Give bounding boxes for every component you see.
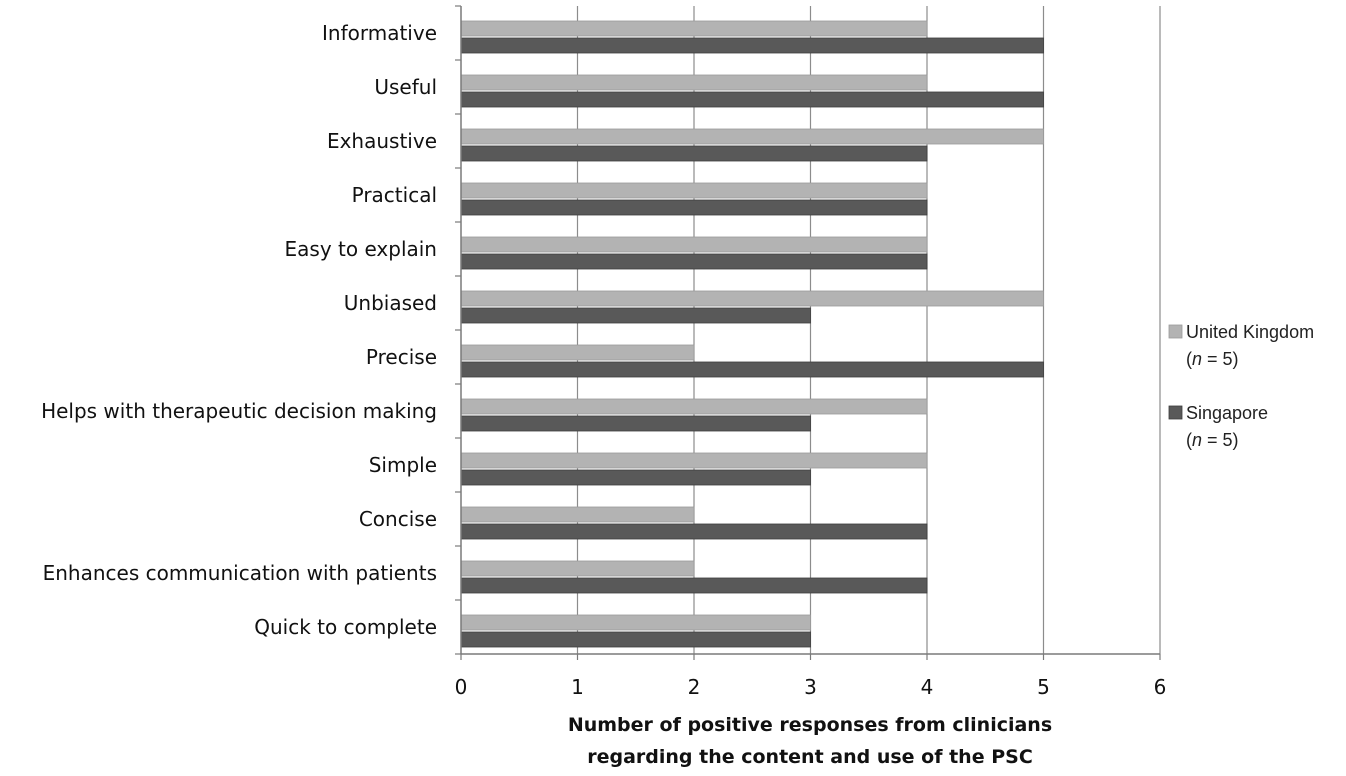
bars-layer bbox=[460, 20, 1044, 648]
bar-uk-11 bbox=[460, 560, 695, 577]
category-label: Easy to explain bbox=[285, 237, 437, 261]
bar-uk-8 bbox=[460, 398, 928, 415]
category-label: Practical bbox=[352, 183, 437, 207]
category-label: Helps with therapeutic decision making bbox=[41, 399, 437, 423]
category-label: Simple bbox=[369, 453, 437, 477]
x-tick-label: 4 bbox=[921, 675, 934, 699]
category-labels: Informative Useful Exhaustive Practical Easy… bbox=[41, 21, 437, 639]
bar-uk-2 bbox=[460, 74, 928, 91]
legend-label-sg: Singapore bbox=[1186, 403, 1268, 423]
bar-uk-12 bbox=[460, 614, 811, 631]
bar-sg-6 bbox=[460, 307, 811, 324]
category-label: Unbiased bbox=[344, 291, 437, 315]
bar-sg-7 bbox=[460, 361, 1044, 378]
bar-sg-9 bbox=[460, 469, 811, 486]
bar-sg-2 bbox=[460, 91, 1044, 108]
bar-uk-3 bbox=[460, 128, 1044, 145]
legend-label-uk: United Kingdom bbox=[1186, 322, 1314, 342]
x-tick-label: 1 bbox=[571, 675, 584, 699]
x-axis-title-line-1: Number of positive responses from clinic… bbox=[568, 714, 1052, 736]
bar-sg-5 bbox=[460, 253, 928, 270]
x-tick-label: 3 bbox=[804, 675, 817, 699]
bar-sg-12 bbox=[460, 631, 811, 648]
bar-sg-3 bbox=[460, 145, 928, 162]
category-label: Quick to complete bbox=[254, 615, 437, 639]
bar-uk-5 bbox=[460, 236, 928, 253]
bar-uk-7 bbox=[460, 344, 695, 361]
x-tick-label: 6 bbox=[1154, 675, 1167, 699]
legend: United Kingdom (n = 5) Singapore (n = 5) bbox=[1168, 322, 1314, 450]
bar-sg-11 bbox=[460, 577, 928, 594]
category-label: Useful bbox=[374, 75, 437, 99]
x-tick-label: 0 bbox=[455, 675, 468, 699]
x-tick-label: 5 bbox=[1037, 675, 1050, 699]
bar-sg-4 bbox=[460, 199, 928, 216]
bar-uk-10 bbox=[460, 506, 695, 523]
grid-layer bbox=[576, 6, 1161, 654]
category-label: Exhaustive bbox=[327, 129, 437, 153]
category-label: Informative bbox=[322, 21, 437, 45]
x-axis-title-line-2: regarding the content and use of the PSC bbox=[587, 746, 1033, 768]
legend-note-sg: (n = 5) bbox=[1186, 430, 1239, 450]
bar-uk-4 bbox=[460, 182, 928, 199]
axis-layer bbox=[455, 5, 1161, 660]
x-tick-labels: 0 1 2 3 4 5 6 bbox=[455, 675, 1167, 699]
legend-swatch-uk bbox=[1168, 324, 1183, 339]
bar-uk-6 bbox=[460, 290, 1044, 307]
category-label: Concise bbox=[359, 507, 437, 531]
legend-note-uk: (n = 5) bbox=[1186, 349, 1239, 369]
bar-sg-1 bbox=[460, 37, 1044, 54]
category-label: Enhances communication with patients bbox=[43, 561, 437, 585]
x-tick-label: 2 bbox=[688, 675, 701, 699]
category-label: Precise bbox=[366, 345, 437, 369]
bar-sg-8 bbox=[460, 415, 811, 432]
legend-swatch-sg bbox=[1168, 405, 1183, 420]
bar-uk-9 bbox=[460, 452, 928, 469]
bar-sg-10 bbox=[460, 523, 928, 540]
bar-uk-1 bbox=[460, 20, 928, 37]
